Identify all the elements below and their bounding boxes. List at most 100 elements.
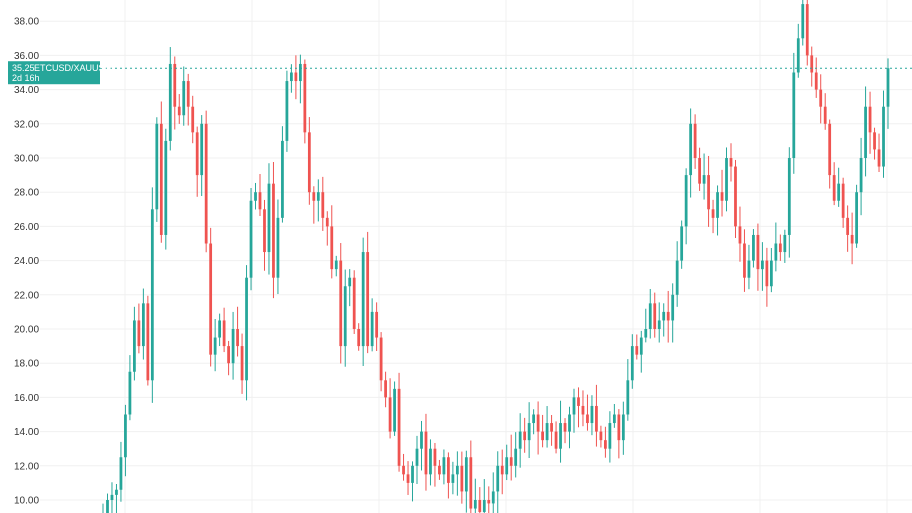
candle-body	[119, 457, 123, 490]
candle-body	[115, 489, 118, 495]
candle	[734, 159, 737, 239]
candle	[204, 110, 208, 253]
candle-body	[608, 423, 612, 449]
candle-body	[859, 158, 863, 193]
candle-body	[406, 474, 410, 483]
candle-body	[491, 491, 495, 504]
candle-body	[684, 175, 688, 227]
candle-body	[541, 431, 544, 441]
candle	[334, 255, 338, 277]
candle-body	[433, 448, 437, 466]
candle	[814, 57, 818, 98]
candle	[796, 23, 800, 78]
y-tick-label: 18.00	[14, 359, 39, 370]
candle-body	[191, 106, 195, 133]
candle-body	[514, 448, 518, 466]
candle	[599, 425, 603, 448]
candle-body	[805, 4, 809, 56]
candle	[523, 417, 527, 453]
candle	[828, 119, 832, 189]
candle	[159, 101, 163, 243]
candle-body	[568, 414, 571, 432]
y-tick-label: 36.00	[14, 51, 39, 62]
candle-body	[478, 500, 482, 512]
candle-body	[141, 303, 145, 347]
candle-body	[621, 414, 625, 441]
candle	[343, 269, 347, 367]
candle-body	[366, 252, 370, 347]
candle	[541, 414, 544, 448]
candle	[761, 242, 764, 291]
candle	[290, 64, 293, 93]
candle	[110, 482, 114, 513]
y-tick-label: 38.00	[14, 17, 39, 28]
candle-body	[653, 303, 657, 329]
candle-body	[666, 311, 670, 321]
candle-body	[487, 500, 491, 504]
candle-body	[550, 423, 553, 432]
candle-body	[303, 63, 307, 133]
candle	[527, 402, 531, 459]
candle-body	[738, 226, 742, 244]
candle-body	[290, 72, 293, 82]
candle	[128, 355, 132, 421]
candle	[716, 185, 719, 236]
candle	[388, 378, 392, 439]
candle	[769, 248, 773, 293]
candle-body	[734, 166, 737, 227]
candle-body	[877, 149, 881, 167]
candle	[218, 313, 222, 347]
candle-body	[774, 243, 778, 261]
candle	[639, 330, 643, 373]
candle	[325, 211, 329, 246]
candle-body	[375, 311, 379, 338]
y-tick-label: 24.00	[14, 256, 39, 267]
candle	[604, 426, 607, 458]
price-tag-symbol: ETCUSD/XAUUSD	[34, 63, 112, 73]
candle-body	[698, 158, 701, 184]
candle	[379, 332, 383, 392]
candle	[563, 418, 567, 444]
candle-body	[752, 234, 755, 261]
candle	[173, 56, 177, 130]
candle	[886, 58, 890, 129]
candle	[707, 155, 710, 227]
candle-body	[294, 72, 298, 82]
candle	[442, 449, 446, 485]
candle-body	[819, 89, 823, 107]
candle-body	[411, 465, 414, 483]
candle	[514, 432, 518, 478]
candle	[447, 452, 450, 499]
candle	[559, 400, 562, 463]
candle-body	[639, 337, 643, 355]
price-tag-countdown: 2d 16h	[12, 73, 40, 83]
candle	[532, 409, 536, 435]
candle	[590, 395, 594, 436]
candle	[245, 265, 248, 401]
candle-body	[321, 192, 325, 218]
candle	[787, 147, 791, 258]
candle-body	[393, 388, 396, 432]
price-axis[interactable]: 10.00 12.00 14.00 16.00 18.00 20.00 22.00 24.00…	[14, 17, 39, 507]
candle	[819, 74, 823, 124]
y-tick-label: 30.00	[14, 154, 39, 165]
candle-body	[370, 311, 374, 347]
candle-body	[644, 329, 648, 338]
candle-body	[671, 294, 675, 321]
candle-body	[420, 431, 423, 449]
candle-body	[438, 465, 441, 475]
candle-body	[841, 183, 845, 218]
candle	[272, 161, 275, 299]
candle-body	[523, 431, 527, 441]
candle	[209, 227, 213, 367]
candle-body	[882, 106, 885, 167]
candle	[805, 0, 809, 66]
candle	[451, 461, 455, 495]
candle	[303, 59, 307, 144]
candle	[666, 290, 670, 343]
candle-body	[106, 500, 109, 513]
candle	[402, 453, 405, 481]
candle	[236, 306, 239, 357]
candle	[195, 126, 199, 197]
